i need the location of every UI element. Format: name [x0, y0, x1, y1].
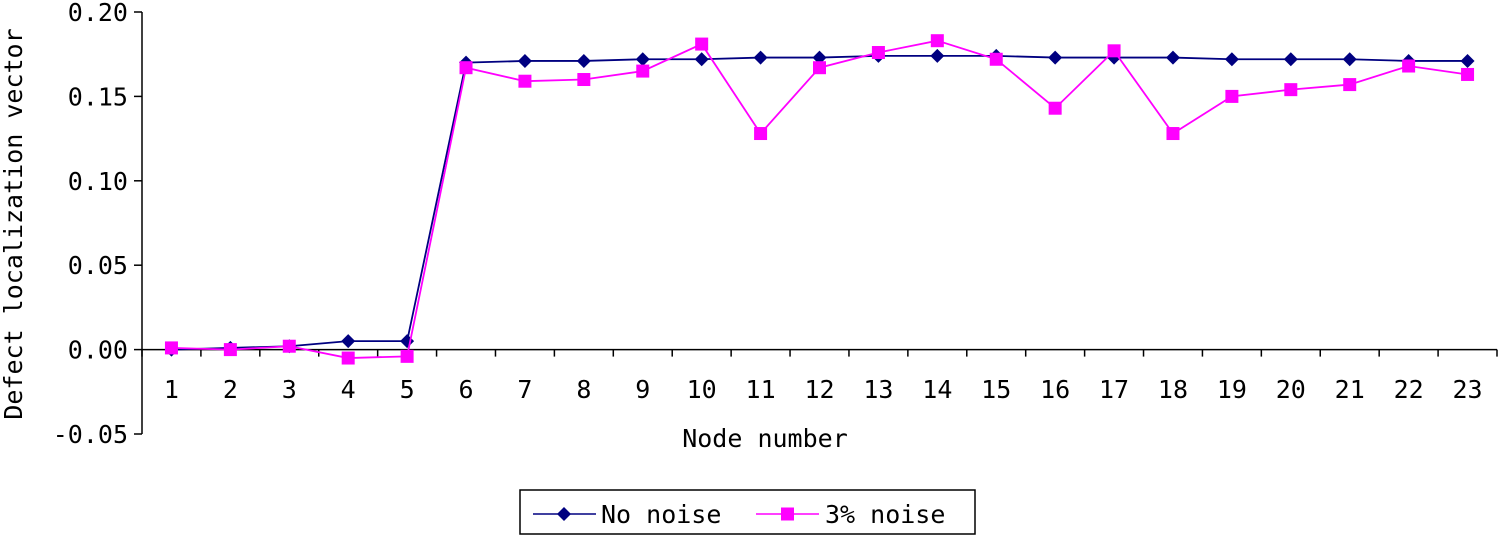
data-point	[1284, 83, 1298, 97]
x-tick-label: 4	[341, 375, 356, 404]
x-axis-ticks: 1 2 3 4 5 6 7 8 9 10 11 12 13 14 15 16 17 18 19 20 21 22 23	[141, 349, 1498, 404]
x-tick-label: 7	[517, 375, 532, 404]
legend: No noise 3% noise	[519, 489, 976, 535]
y-tick-label: 0.05	[68, 251, 128, 280]
data-point	[1283, 52, 1298, 67]
data-point	[871, 46, 885, 60]
x-tick-label: 8	[576, 375, 591, 404]
data-point	[164, 341, 178, 355]
x-tick-label: 12	[804, 375, 834, 404]
data-point	[989, 52, 1003, 66]
data-point	[695, 37, 709, 51]
x-tick-label: 20	[1276, 375, 1306, 404]
data-point	[812, 50, 827, 65]
y-tick-label: -0.05	[53, 420, 128, 449]
axes	[141, 12, 1497, 434]
data-point	[930, 34, 944, 48]
x-tick-label: 13	[863, 375, 893, 404]
data-point	[1460, 53, 1475, 68]
data-point	[517, 53, 532, 68]
legend-marker-3pct-noise	[781, 507, 794, 521]
data-point	[400, 349, 414, 363]
data-point	[813, 61, 826, 75]
series-line	[171, 39, 1468, 359]
y-axis-ticks: 0.20 0.15 0.10 0.05 0.00 -0.05	[53, 0, 142, 449]
data-point	[459, 61, 473, 75]
x-tick-label: 16	[1040, 375, 1070, 404]
series-layer	[164, 34, 1475, 365]
y-tick-label: 0.00	[68, 336, 128, 365]
data-point	[1048, 50, 1063, 65]
data-point	[518, 74, 532, 88]
x-tick-label: 15	[981, 375, 1011, 404]
y-tick-label: 0.20	[68, 0, 128, 27]
data-point	[1342, 52, 1357, 67]
data-point	[576, 53, 591, 68]
x-tick-label: 18	[1158, 375, 1188, 404]
x-tick-label: 17	[1099, 375, 1129, 404]
data-point	[635, 52, 650, 67]
x-tick-label: 2	[223, 375, 238, 404]
data-point	[1461, 67, 1475, 81]
x-tick-label: 22	[1394, 375, 1424, 404]
data-point	[577, 73, 591, 87]
legend-label-3pct-noise: 3% noise	[825, 500, 945, 529]
x-tick-label: 1	[164, 375, 179, 404]
series-line	[171, 54, 1468, 351]
data-point	[223, 343, 237, 357]
data-point	[636, 64, 650, 78]
data-point	[694, 52, 709, 67]
data-point	[754, 127, 768, 141]
data-point	[1165, 50, 1180, 65]
data-point	[1166, 127, 1180, 141]
data-point	[753, 50, 768, 65]
y-tick-label: 0.15	[68, 82, 128, 111]
y-axis-title: Defect localization vector	[0, 28, 28, 419]
data-point	[341, 334, 356, 349]
data-point	[1048, 101, 1062, 115]
series-1	[164, 34, 1475, 365]
x-tick-label: 11	[746, 375, 776, 404]
data-point	[1225, 89, 1239, 103]
x-tick-label: 10	[687, 375, 717, 404]
x-tick-label: 21	[1335, 375, 1365, 404]
data-point	[1224, 52, 1239, 67]
series-0	[164, 48, 1475, 357]
data-point	[1107, 44, 1121, 58]
x-tick-label: 19	[1217, 375, 1247, 404]
legend-box	[519, 489, 976, 535]
legend-label-no-noise: No noise	[601, 500, 721, 529]
x-tick-label: 6	[458, 375, 473, 404]
data-point	[341, 351, 355, 365]
data-point	[930, 48, 945, 63]
data-point	[1343, 78, 1357, 92]
x-tick-label: 23	[1452, 375, 1482, 404]
data-point	[1402, 59, 1416, 73]
x-axis-title: Node number	[682, 424, 848, 453]
x-tick-label: 5	[400, 375, 415, 404]
legend-marker-no-noise	[557, 507, 571, 521]
x-tick-label: 3	[282, 375, 297, 404]
x-tick-label: 9	[635, 375, 650, 404]
data-point	[282, 339, 296, 353]
x-tick-label: 14	[922, 375, 952, 404]
y-tick-label: 0.10	[68, 167, 128, 196]
